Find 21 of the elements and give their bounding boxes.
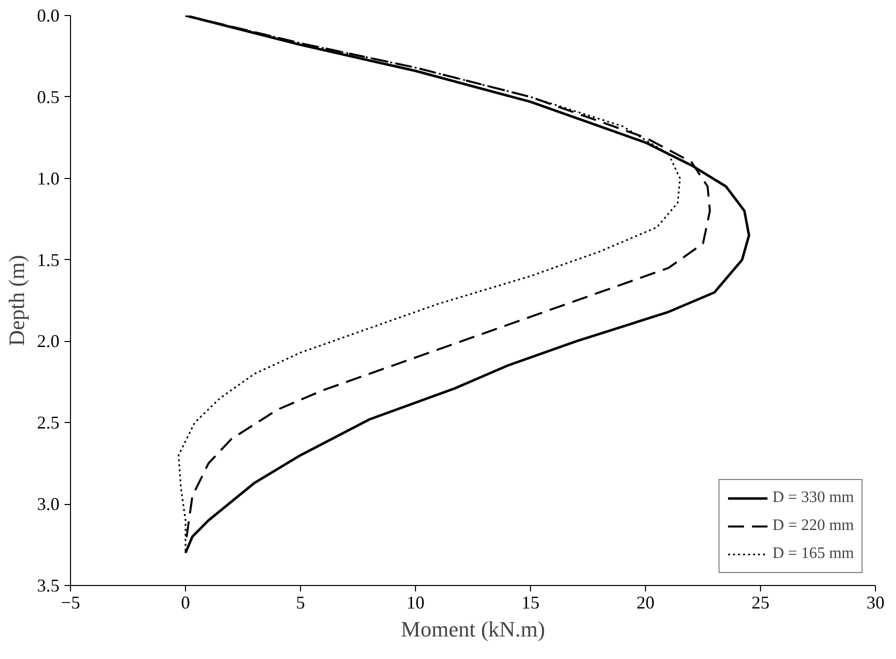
legend-label: D = 165 mm: [772, 545, 854, 563]
y-tick-label: 1.5: [37, 250, 60, 270]
x-axis-title: Moment (kN.m): [400, 616, 546, 642]
x-tick-label: −5: [60, 592, 80, 612]
y-tick-label: 3.5: [37, 576, 60, 596]
legend-label: D = 330 mm: [772, 489, 854, 507]
y-tick-label: 2.5: [37, 412, 60, 433]
x-tick-label: 25: [752, 592, 770, 612]
y-tick-label: 3.0: [37, 494, 60, 514]
x-tick-label: 10: [406, 592, 424, 612]
y-tick-label: 1.0: [37, 168, 60, 188]
x-tick-label: 20: [636, 592, 654, 612]
x-tick-label: 30: [866, 592, 884, 612]
x-tick-label: 5: [296, 592, 305, 612]
y-tick-label: 2.0: [37, 331, 60, 352]
y-tick-label: 0.5: [37, 86, 60, 107]
x-tick-label: 15: [522, 592, 540, 612]
y-axis-title: Depth (m): [4, 254, 29, 346]
x-tick-label: 0: [181, 592, 190, 612]
legend-label: D = 220 mm: [772, 517, 854, 535]
y-tick-label: 0.0: [37, 6, 60, 26]
